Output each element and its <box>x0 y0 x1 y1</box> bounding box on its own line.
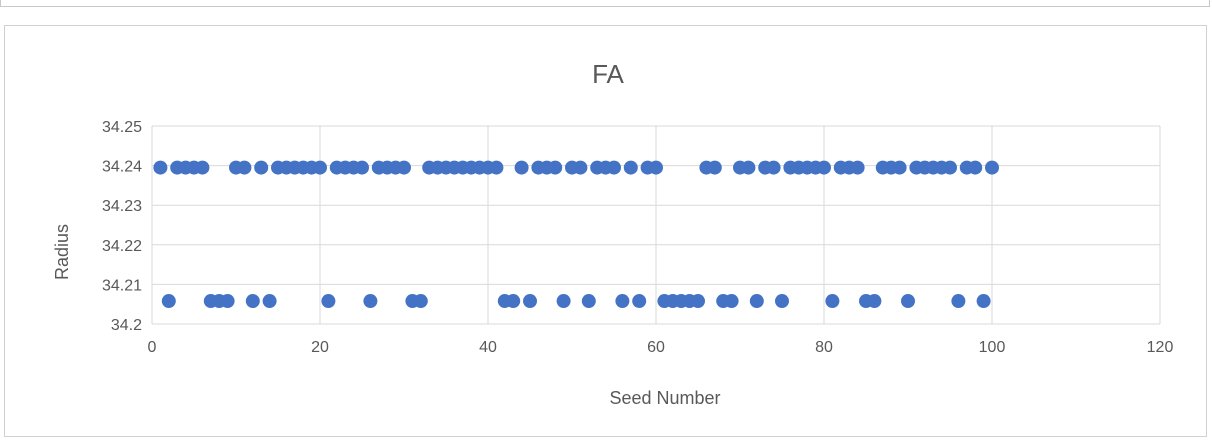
y-tick-label: 34.2 <box>111 317 142 334</box>
scatter-point <box>245 294 260 309</box>
scatter-point <box>968 160 983 175</box>
scatter-point <box>766 160 781 175</box>
scatter-point <box>892 160 907 175</box>
scatter-point <box>775 294 789 309</box>
scatter-point <box>976 294 991 309</box>
y-tick-label: 34.22 <box>102 238 142 255</box>
x-tick-label: 80 <box>815 339 833 356</box>
scatter-point <box>195 160 210 175</box>
x-tick-label: 0 <box>148 339 157 356</box>
chart-container: FA 34.2 34.21 34.22 34.23 34.24 34.25 0 20 40 60… <box>4 25 1207 437</box>
y-tick-label: 34.21 <box>102 277 142 294</box>
scatter-point <box>632 294 647 309</box>
y-tick-label: 34.23 <box>102 198 142 215</box>
x-tick-label: 120 <box>1147 339 1174 356</box>
scatter-point <box>615 294 630 309</box>
scatter-point <box>363 294 378 309</box>
scatter-point <box>523 294 537 309</box>
scatter-point <box>397 160 411 175</box>
x-tick-label: 40 <box>479 339 497 356</box>
scatter-chart: FA 34.2 34.21 34.22 34.23 34.24 34.25 0 20 40 60… <box>52 59 1174 408</box>
scatter-point <box>514 160 529 175</box>
scatter-point <box>153 160 168 175</box>
data-points <box>153 160 999 309</box>
scatter-point <box>825 294 840 309</box>
scatter-point <box>691 294 705 309</box>
y-axis-ticks: 34.2 34.21 34.22 34.23 34.24 34.25 <box>102 119 142 334</box>
scatter-point <box>951 294 966 309</box>
scatter-point <box>649 160 663 175</box>
scatter-point <box>573 160 588 175</box>
scatter-point <box>556 294 571 309</box>
y-tick-label: 34.24 <box>102 159 142 176</box>
x-axis-title: Seed Number <box>609 388 720 408</box>
scatter-point <box>237 160 252 175</box>
scatter-point <box>313 160 327 175</box>
scatter-point <box>707 160 722 175</box>
scatter-point <box>867 294 882 309</box>
scatter-point <box>741 160 756 175</box>
scatter-point <box>161 294 176 309</box>
scatter-point <box>817 160 831 175</box>
scatter-point <box>850 160 865 175</box>
scatter-point <box>985 160 999 175</box>
x-axis-ticks: 0 20 40 60 80 100 120 <box>148 339 1174 356</box>
scatter-point <box>548 160 563 175</box>
scatter-point <box>623 160 638 175</box>
scatter-point <box>581 294 596 309</box>
scatter-point <box>321 294 336 309</box>
scatter-point <box>413 294 428 309</box>
x-tick-label: 100 <box>979 339 1006 356</box>
y-tick-label: 34.25 <box>102 119 142 136</box>
x-tick-label: 60 <box>647 339 665 356</box>
scatter-point <box>749 294 764 309</box>
scatter-point <box>506 294 521 309</box>
chart-title: FA <box>592 59 624 89</box>
scatter-point <box>355 160 369 175</box>
scatter-point <box>489 160 504 175</box>
scatter-point <box>943 160 957 175</box>
previous-chart-frame-edge <box>0 0 1210 7</box>
scatter-point <box>901 294 915 309</box>
scatter-point <box>254 160 269 175</box>
gridlines <box>151 125 1161 325</box>
scatter-point <box>262 294 277 309</box>
x-tick-label: 20 <box>311 339 329 356</box>
y-axis-title: Radius <box>52 224 72 280</box>
scatter-point <box>607 160 621 175</box>
scatter-point <box>724 294 739 309</box>
scatter-point <box>220 294 235 309</box>
